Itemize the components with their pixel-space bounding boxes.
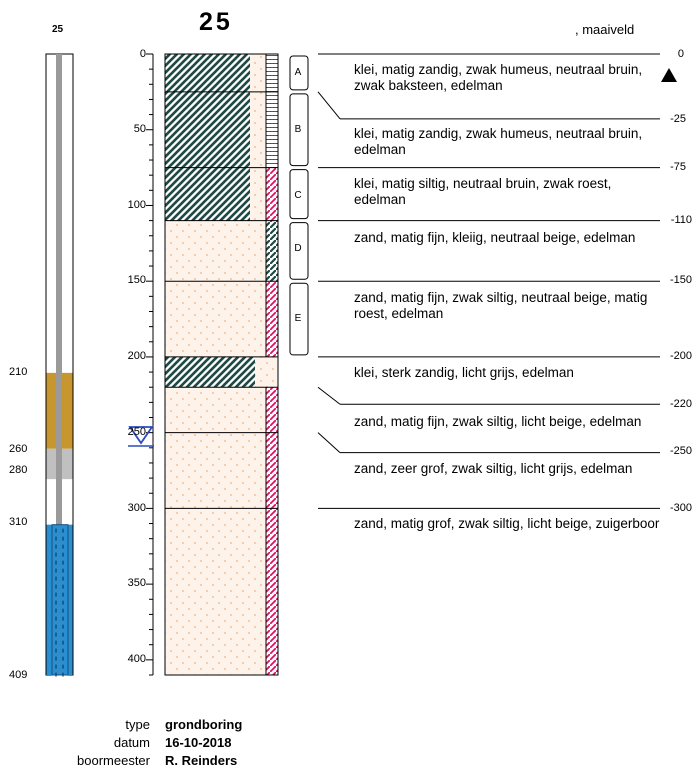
layer-description: klei, sterk zandig, licht grijs, edelman <box>354 365 574 380</box>
scale-tick-label: 400 <box>127 653 146 665</box>
date-key: datum <box>113 735 150 750</box>
boring-title: 25 <box>199 8 233 36</box>
layer-depth-label: -25 <box>670 113 686 125</box>
well-filter-screen <box>51 524 69 676</box>
layer-sand-fill <box>250 91 266 168</box>
column-border <box>164 53 279 676</box>
sample-label: E <box>294 313 302 324</box>
layer-depth-label: -150 <box>669 274 692 286</box>
lithology-column <box>164 53 279 676</box>
scale-tick-label: 50 <box>133 123 146 135</box>
layer-sand-fill <box>165 387 266 433</box>
layer-description: zand, matig fijn, zwak siltig, licht bei… <box>354 414 642 429</box>
sample-label: A <box>294 67 302 78</box>
layer-depth-label: -300 <box>669 502 692 514</box>
well-casing-pipe <box>56 54 62 525</box>
layer-clay-fill <box>165 167 250 221</box>
layer-sand-fill <box>165 432 266 509</box>
scale-tick-label: 0 <box>139 48 146 60</box>
layer-description: klei, matig zandig, zwak humeus, neutraa… <box>354 126 643 157</box>
sample-intervals <box>289 55 309 356</box>
connector-line <box>317 386 341 405</box>
date-value: 16-10-2018 <box>165 735 232 750</box>
layer-description: zand, matig fijn, kleiig, neutraal beige… <box>354 230 636 245</box>
scale-tick-label: 100 <box>127 199 146 211</box>
layer-admixture-strip <box>266 387 278 433</box>
well-column <box>45 53 74 677</box>
layer-depth-label: -220 <box>669 398 692 410</box>
layer-sand-fill <box>165 220 266 282</box>
layer-depth-label: -75 <box>670 161 686 173</box>
layer-depth-label: -250 <box>669 445 692 457</box>
layer-admixture-strip <box>266 508 278 675</box>
layer-description: zand, zeer grof, zwak siltig, licht grij… <box>354 461 633 476</box>
scale-tick-label: 350 <box>127 577 146 589</box>
connector-line <box>317 91 341 120</box>
scale-tick-label: 250 <box>127 426 146 438</box>
sample-label: C <box>294 190 302 201</box>
well-id-label: 25 <box>52 24 64 35</box>
layer-sand-fill <box>165 508 266 675</box>
sample-box <box>289 222 309 280</box>
layer-admixture-strip <box>266 91 278 168</box>
surface-marker-icon <box>661 68 677 82</box>
well-depth-label: 280 <box>9 464 28 476</box>
layer-depth-label: 0 <box>677 48 684 60</box>
description-connectors <box>317 53 660 509</box>
driller-key: boormeester <box>77 753 150 768</box>
type-value: grondboring <box>165 717 243 732</box>
layer-admixture-strip <box>266 167 278 221</box>
sample-label: B <box>294 124 302 135</box>
layer-clay-fill <box>165 54 250 92</box>
connector-line <box>317 432 341 454</box>
sample-box <box>289 55 309 91</box>
scale-tick-label: 300 <box>127 502 146 514</box>
well-depth-label: 409 <box>9 669 28 681</box>
surface-level-label: , maaiveld <box>575 22 635 37</box>
layer-admixture-strip <box>266 281 278 357</box>
layer-description: zand, matig fijn, zwak siltig, neutraal … <box>354 290 648 321</box>
layer-sand-fill <box>250 167 266 221</box>
sample-box <box>289 169 309 220</box>
layer-admixture-strip <box>266 54 278 92</box>
sample-box <box>289 93 309 167</box>
layer-sand-fill <box>165 281 266 357</box>
layer-depth-label: -110 <box>670 214 692 226</box>
layer-description: zand, matig grof, zwak siltig, licht bei… <box>354 516 660 531</box>
well-depth-label: 310 <box>9 516 28 528</box>
sample-box <box>289 282 309 356</box>
layer-description: klei, matig siltig, neutraal bruin, zwak… <box>354 176 612 207</box>
depth-scale <box>146 53 154 676</box>
layer-admixture-strip <box>266 432 278 509</box>
type-key: type <box>125 717 150 732</box>
scale-tick-label: 150 <box>127 274 146 286</box>
layer-admixture-strip <box>266 220 278 282</box>
well-depth-label: 260 <box>9 443 28 455</box>
layer-clay-fill <box>165 356 255 388</box>
scale-tick-label: 200 <box>127 350 146 362</box>
layer-depth-label: -200 <box>669 350 692 362</box>
driller-value: R. Reinders <box>165 753 238 768</box>
sample-label: D <box>294 243 302 254</box>
layer-sand-fill <box>250 54 266 92</box>
layer-description: klei, matig zandig, zwak humeus, neutraa… <box>354 62 643 93</box>
layer-clay-fill <box>165 91 250 168</box>
groundwater-level-icon <box>128 426 154 447</box>
well-depth-label: 210 <box>9 366 28 378</box>
layer-sand-fill <box>255 356 278 388</box>
